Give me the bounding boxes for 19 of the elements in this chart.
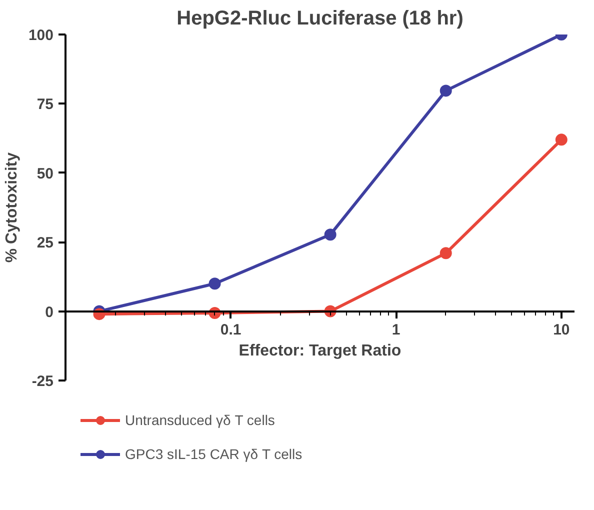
y-axis-title: % Cytotoxicity — [3, 152, 20, 263]
point — [440, 247, 452, 260]
x-tick-label: 0.1 — [220, 321, 242, 338]
point — [440, 84, 452, 97]
legend-label: GPC3 sIL-15 CAR γδ T cells — [125, 446, 302, 462]
chart-title: HepG2-Rluc Luciferase (18 hr) — [176, 8, 464, 30]
x-axis-title: Effector: Target Ratio — [238, 342, 402, 360]
y-tick-label: 100 — [28, 27, 54, 44]
point — [208, 278, 221, 290]
y-tick-label: 50 — [36, 165, 54, 182]
y-tick-label: 0 — [45, 304, 54, 321]
legend-label: Untransduced γδ T cells — [125, 412, 275, 428]
y-tick-label: 75 — [36, 96, 54, 114]
y-tick-label: 25 — [36, 234, 54, 252]
x-tick-label: 10 — [553, 321, 570, 338]
point — [555, 134, 568, 146]
point — [324, 228, 336, 241]
y-tick-label: -25 — [32, 373, 54, 390]
x-tick-label: 1 — [392, 321, 400, 338]
